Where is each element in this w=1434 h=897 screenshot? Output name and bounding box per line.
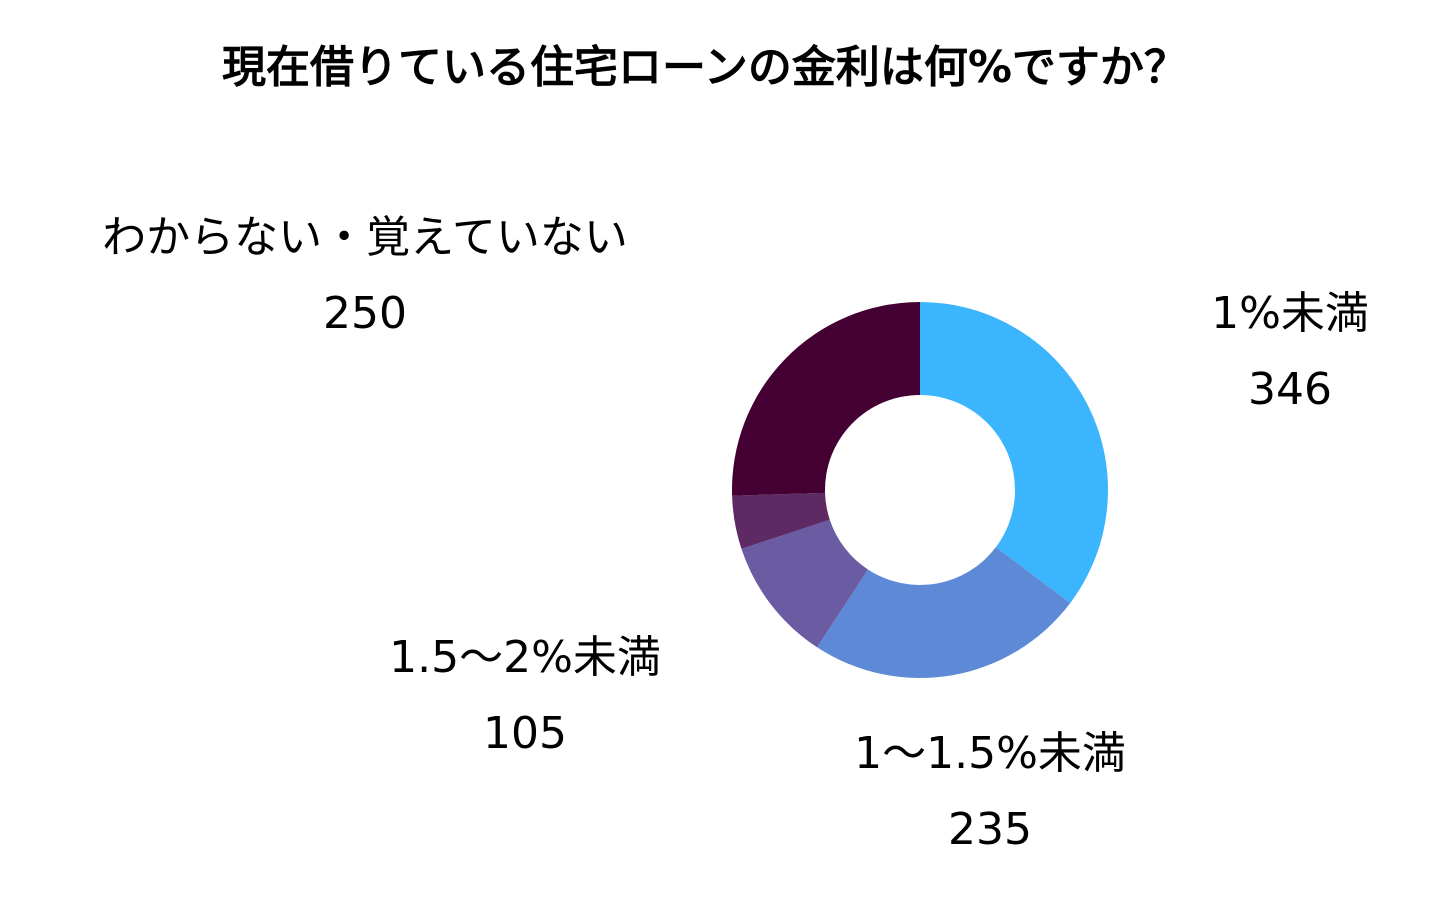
slice-label-name: 1.5～2%未満 xyxy=(389,632,661,683)
donut-slice xyxy=(817,547,1071,678)
slice-label-value: 250 xyxy=(323,288,407,339)
donut-slice xyxy=(920,302,1108,604)
slice-label-name: 1～1.5%未満 xyxy=(854,728,1126,779)
donut-slice xyxy=(741,519,868,648)
chart-title: 現在借りている住宅ローンの金利は何%ですか？ xyxy=(222,42,1188,93)
donut-slice xyxy=(732,302,920,496)
slice-label-under-1: 1%未満 346 xyxy=(1140,276,1434,428)
slice-label-1-to-1-5: 1～1.5%未満 235 xyxy=(790,716,1190,868)
slice-label-1-5-to-2: 1.5～2%未満 105 xyxy=(325,620,725,772)
slice-label-value: 346 xyxy=(1248,364,1332,415)
donut-slice xyxy=(732,492,830,549)
slice-label-unknown: わからない・覚えていない 250 xyxy=(10,200,720,352)
slice-label-value: 105 xyxy=(483,708,567,759)
slice-label-name: わからない・覚えていない xyxy=(102,212,628,263)
slice-label-value: 235 xyxy=(948,804,1032,855)
slice-label-name: 1%未満 xyxy=(1211,288,1369,339)
